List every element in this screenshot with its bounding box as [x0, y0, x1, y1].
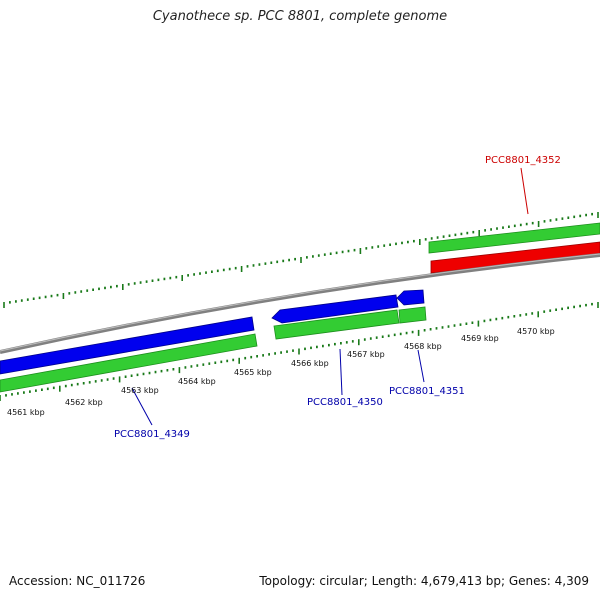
genome-backbone-highlight: [0, 253, 600, 352]
ruler-label: 4563 kbp: [121, 386, 159, 395]
gene-PCC8801_4350[interactable]: [273, 309, 400, 340]
ruler-label: 4569 kbp: [461, 334, 499, 343]
cds-PCC8801_4352[interactable]: [430, 241, 600, 274]
ruler-label: 4564 kbp: [178, 377, 216, 386]
cds-PCC8801_4350[interactable]: [271, 294, 399, 324]
ruler-label: 4565 kbp: [234, 368, 272, 377]
callout-line-PCC8801_4349: [131, 387, 153, 426]
genome-backbone: [0, 253, 600, 354]
cds-PCC8801_4349[interactable]: [0, 316, 255, 375]
gene-label-PCC8801_4351[interactable]: PCC8801_4351: [389, 386, 465, 397]
cds-PCC8801_4351[interactable]: [396, 289, 425, 306]
callout-line-PCC8801_4352: [520, 167, 529, 215]
ruler-label: 4568 kbp: [404, 342, 442, 351]
ruler-label: 4567 kbp: [347, 350, 385, 359]
callout-line-PCC8801_4350: [339, 348, 343, 396]
gene-label-PCC8801_4350[interactable]: PCC8801_4350: [307, 397, 383, 408]
accession-label: Accession: NC_011726: [9, 574, 146, 588]
gene-PCC8801_4349[interactable]: [0, 333, 258, 393]
inner-tick-ring: [0, 302, 599, 401]
ruler-label: 4566 kbp: [291, 359, 329, 368]
gene-PCC8801_4351[interactable]: [398, 306, 427, 324]
callout-line-PCC8801_4351: [417, 349, 425, 383]
ruler-label: 4570 kbp: [517, 327, 555, 336]
ruler-label: 4562 kbp: [65, 398, 103, 407]
outer-tick-ring: [3, 212, 599, 308]
ruler-label: 4561 kbp: [7, 408, 45, 417]
gene-track-reverse[interactable]: [428, 222, 600, 254]
map-title: Cyanothece sp. PCC 8801, complete genome: [152, 9, 448, 24]
gene-label-PCC8801_4349[interactable]: PCC8801_4349: [114, 429, 190, 440]
genome-summary: Topology: circular; Length: 4,679,413 bp…: [259, 574, 589, 588]
gene-label-PCC8801_4352[interactable]: PCC8801_4352: [485, 155, 561, 166]
